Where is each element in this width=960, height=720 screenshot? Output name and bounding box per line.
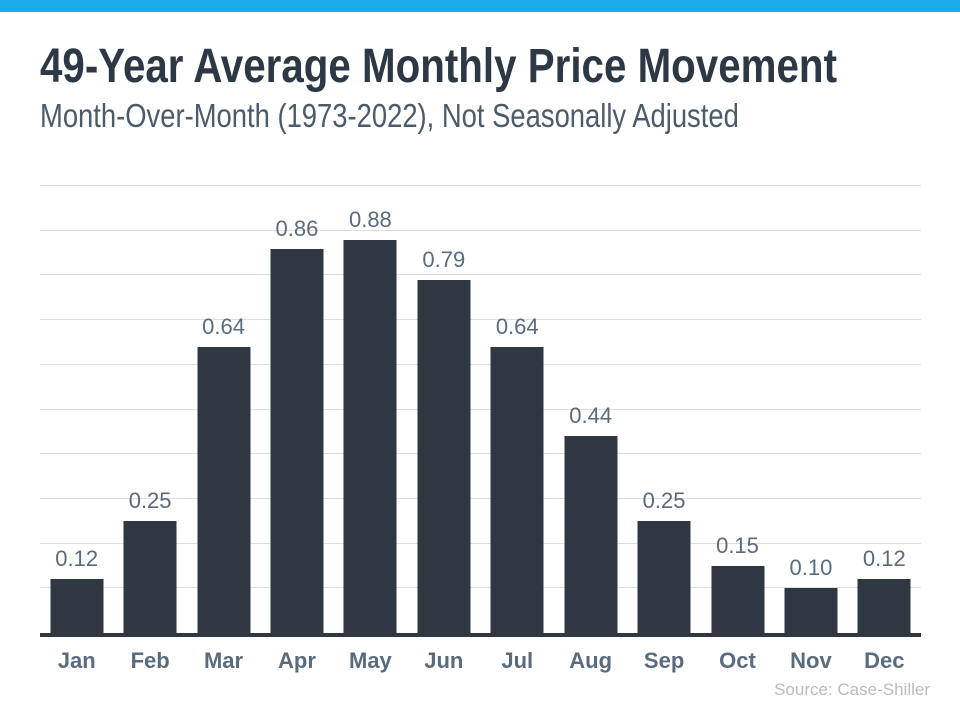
bar-mar (197, 346, 251, 633)
gridline (40, 587, 921, 589)
bar-slot-aug: 0.44 (554, 186, 627, 633)
x-axis-label-apr: Apr (278, 648, 316, 673)
x-axis-label-aug: Aug (569, 648, 613, 673)
x-axis-label-jan: Jan (57, 648, 96, 673)
bar-oct (711, 565, 764, 633)
page-title: 49-Year Average Monthly Price Movement (40, 40, 837, 93)
bar-slot-feb: 0.25 (113, 186, 186, 633)
source-credit: Source: Case-Shiller (774, 680, 930, 699)
x-axis-label-nov: Nov (790, 648, 832, 673)
bar-value-label-dec: 0.12 (862, 546, 906, 572)
bar-feb (123, 521, 177, 633)
bar-slot-nov: 0.10 (774, 186, 847, 633)
bar-apr (270, 248, 324, 633)
bar-slot-jan: 0.12 (40, 186, 113, 633)
bar-value-label-mar: 0.64 (202, 313, 245, 339)
bar-value-label-aug: 0.44 (569, 403, 613, 429)
bar-sep (637, 521, 691, 633)
gridline (40, 363, 921, 365)
chart-bars: 0.12 0.25 0.64 0.86 0.88 0.79 0.64 0.44 0.25 0.15… (40, 186, 921, 633)
page-subtitle: Month-Over-Month (1973-2022), Not Season… (40, 97, 739, 134)
bar-value-label-sep: 0.25 (642, 488, 686, 514)
bar-value-label-may: 0.88 (348, 206, 392, 232)
bar-may (343, 239, 397, 633)
x-axis-label-oct: Oct (719, 648, 756, 673)
bar-aug (564, 436, 618, 633)
bar-value-label-feb: 0.25 (128, 488, 172, 514)
x-axis-labels: Jan Feb Mar Apr May Jun Jul Aug Sep Oct Nov Dec (40, 648, 921, 674)
x-axis-label-dec: Dec (864, 648, 905, 673)
gridline (40, 185, 921, 186)
bar-slot-mar: 0.64 (187, 186, 260, 633)
bar-value-label-jul: 0.64 (495, 313, 539, 339)
x-axis-label-may: May (349, 648, 392, 673)
bar-jun (417, 279, 471, 633)
bar-slot-apr: 0.86 (260, 186, 333, 633)
bar-slot-may: 0.88 (334, 186, 407, 633)
x-axis-label-jul: Jul (501, 648, 534, 673)
bar-value-label-nov: 0.10 (789, 555, 833, 581)
gridline (40, 453, 921, 455)
bar-value-label-oct: 0.15 (716, 532, 759, 558)
bar-dec (857, 579, 911, 633)
bar-slot-jul: 0.64 (481, 186, 554, 633)
bar-value-label-jun: 0.79 (422, 246, 466, 272)
x-axis-label-sep: Sep (643, 648, 685, 673)
gridline (40, 497, 921, 499)
gridline (40, 229, 921, 231)
x-axis-label-feb: Feb (130, 648, 170, 673)
accent-bar (0, 0, 960, 12)
bar-slot-jun: 0.79 (407, 186, 480, 633)
bar-value-label-jan: 0.12 (55, 546, 99, 572)
x-axis-label-mar: Mar (203, 648, 244, 673)
gridline (40, 408, 921, 410)
x-axis-label-jun: Jun (424, 648, 464, 673)
bar-slot-oct: 0.15 (701, 186, 774, 633)
bar-slot-sep: 0.25 (627, 186, 700, 633)
gridline (40, 319, 921, 321)
gridline (40, 542, 921, 544)
bar-chart: 0.12 0.25 0.64 0.86 0.88 0.79 0.64 0.44 0.25 0.15… (40, 185, 921, 637)
bar-slot-dec: 0.12 (848, 186, 921, 633)
bar-jan (50, 579, 104, 633)
gridline (40, 274, 921, 276)
x-axis-line (40, 633, 921, 637)
bar-jul (490, 346, 544, 633)
bar-nov (784, 588, 838, 633)
bar-value-label-apr: 0.86 (275, 215, 319, 241)
